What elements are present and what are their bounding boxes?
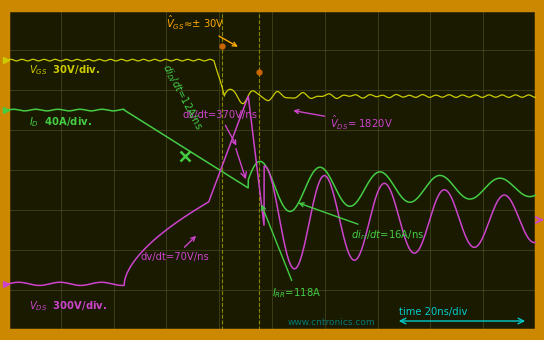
Text: www.cntronics.com: www.cntronics.com [288,318,375,327]
Text: $I_{RR}$=118A: $I_{RR}$=118A [262,206,321,300]
Text: dv/dt=70V/ns: dv/dt=70V/ns [140,237,209,262]
Text: $\hat{V}_{DS}$= 1820V: $\hat{V}_{DS}$= 1820V [295,109,393,132]
Text: dv/dt=370V/ns: dv/dt=370V/ns [182,110,257,144]
Text: time 20ns/div: time 20ns/div [399,307,467,317]
Text: $di_{rr}/dt$=16A/ns: $di_{rr}/dt$=16A/ns [300,203,424,242]
Text: $\hat{V}_{GS}$≈± 30V: $\hat{V}_{GS}$≈± 30V [166,14,237,46]
Text: $I_D$  40A/div.: $I_D$ 40A/div. [29,115,92,129]
Text: $V_{DS}$  300V/div.: $V_{DS}$ 300V/div. [29,299,107,313]
Text: $V_{GS}$  30V/div.: $V_{GS}$ 30V/div. [29,63,101,77]
Text: $di_D/dt$=12A/ns: $di_D/dt$=12A/ns [158,61,205,132]
